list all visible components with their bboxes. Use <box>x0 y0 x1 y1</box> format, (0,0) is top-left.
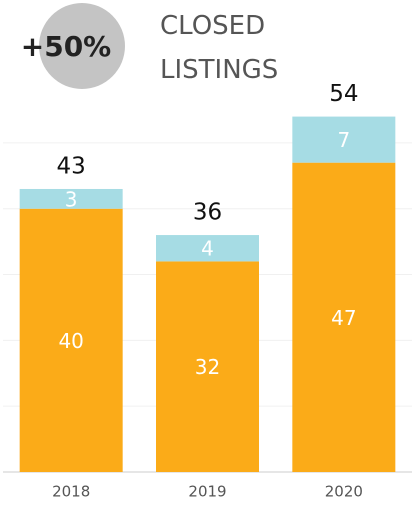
total-label: 54 <box>329 81 358 107</box>
bar-segment <box>156 261 259 472</box>
badge <box>39 3 125 89</box>
segment-label: 32 <box>195 355 220 379</box>
segment-label: 4 <box>201 237 214 261</box>
bar-segment <box>19 188 123 209</box>
total-label: 36 <box>193 200 222 226</box>
segment-label: 3 <box>65 187 78 211</box>
segment-label: 47 <box>331 306 356 330</box>
bar-segment <box>292 162 396 472</box>
badge-text: +50% <box>21 30 111 63</box>
x-tick-label: 2018 <box>52 483 90 501</box>
segment-label: 7 <box>337 128 350 152</box>
bar-segment <box>292 116 396 163</box>
bar-segment <box>156 235 259 262</box>
bar-segment <box>19 208 123 472</box>
x-tick-label: 2019 <box>188 483 226 501</box>
segment-label: 40 <box>58 329 83 353</box>
total-label: 43 <box>57 153 86 179</box>
chart-title: CLOSED LISTINGS <box>160 11 279 85</box>
x-tick-label: 2020 <box>325 483 363 501</box>
